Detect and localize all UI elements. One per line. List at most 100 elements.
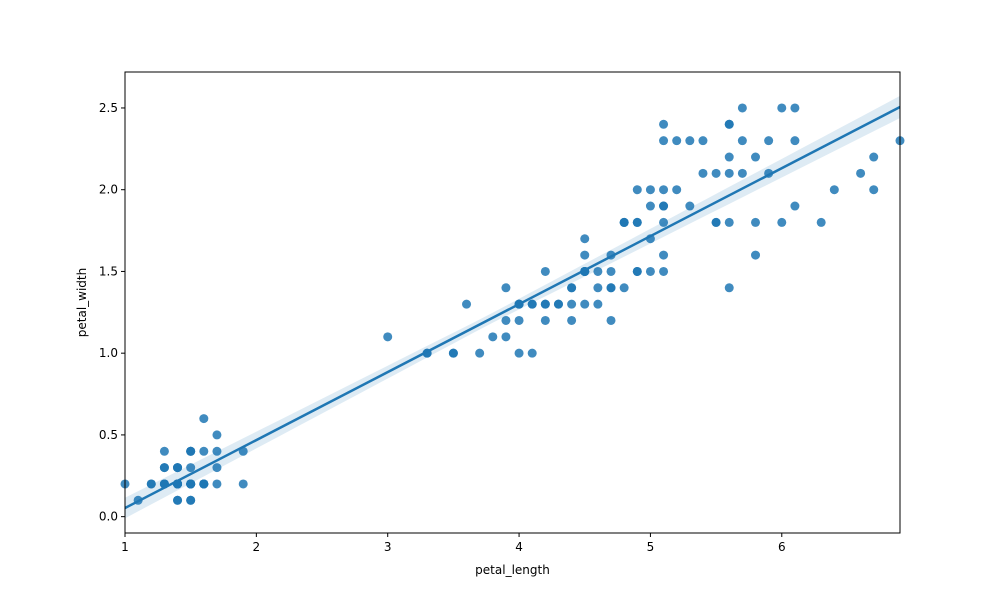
data-point [580, 299, 590, 309]
y-tick-label: 2.0 [99, 183, 118, 197]
data-point [238, 479, 248, 489]
data-point [619, 217, 629, 227]
data-point [199, 414, 209, 424]
data-point [527, 348, 537, 358]
data-point [514, 348, 524, 358]
data-point [448, 348, 458, 358]
y-tick-label: 1.5 [99, 264, 118, 278]
data-point [724, 283, 734, 293]
x-tick-label: 6 [778, 540, 786, 554]
data-point [159, 446, 169, 456]
data-point [199, 479, 209, 489]
data-point [685, 201, 695, 211]
data-point [645, 185, 655, 195]
data-point [199, 446, 209, 456]
data-point [856, 168, 866, 178]
data-point [777, 217, 787, 227]
data-point [501, 315, 511, 325]
data-point [632, 266, 642, 276]
data-point [540, 266, 550, 276]
data-point [606, 266, 616, 276]
data-point [146, 479, 156, 489]
data-point [173, 495, 183, 505]
data-point [186, 495, 196, 505]
regression-line-layer [124, 105, 901, 510]
data-point [790, 136, 800, 146]
data-point [212, 479, 222, 489]
data-point [869, 152, 879, 162]
data-point [672, 185, 682, 195]
data-point [790, 103, 800, 113]
data-point [462, 299, 472, 309]
data-point [645, 266, 655, 276]
x-tick-label: 3 [384, 540, 392, 554]
x-tick-label: 4 [515, 540, 523, 554]
data-point [659, 136, 669, 146]
data-point [659, 250, 669, 260]
data-point [764, 136, 774, 146]
data-point [711, 168, 721, 178]
data-point [593, 283, 603, 293]
data-point [593, 266, 603, 276]
data-point [527, 299, 537, 309]
data-point [488, 332, 498, 342]
x-tick-label: 2 [253, 540, 261, 554]
y-axis-ticks: 0.0 0.5 1.0 1.5 2.0 2.5 [99, 101, 125, 524]
data-point [751, 152, 761, 162]
y-tick-label: 2.5 [99, 101, 118, 115]
data-point [383, 332, 393, 342]
data-point [580, 250, 590, 260]
data-point [659, 201, 669, 211]
data-point [724, 168, 734, 178]
data-point [553, 299, 563, 309]
x-tick-label: 5 [647, 540, 655, 554]
data-point [685, 136, 695, 146]
data-point [593, 299, 603, 309]
data-point [829, 185, 839, 195]
data-point [724, 119, 734, 129]
data-point [645, 201, 655, 211]
x-axis-ticks: 1 2 3 4 5 6 [121, 533, 786, 554]
y-tick-label: 0.0 [99, 510, 118, 524]
data-point [567, 283, 577, 293]
y-tick-label: 0.5 [99, 428, 118, 442]
data-point [606, 315, 616, 325]
data-point [580, 234, 590, 244]
data-point [751, 250, 761, 260]
data-point [869, 185, 879, 195]
data-point [159, 463, 169, 473]
data-point [514, 315, 524, 325]
data-point [186, 463, 196, 473]
x-tick-label: 1 [121, 540, 129, 554]
data-point [790, 201, 800, 211]
data-point [173, 463, 183, 473]
data-point [777, 103, 787, 113]
data-point [540, 299, 550, 309]
data-point [501, 283, 511, 293]
y-tick-label: 1.0 [99, 346, 118, 360]
data-point [737, 103, 747, 113]
data-point [632, 217, 642, 227]
data-point [724, 217, 734, 227]
y-axis-label: petal_width [75, 268, 89, 337]
data-point [659, 185, 669, 195]
plot-frame [124, 71, 901, 534]
data-point [659, 266, 669, 276]
data-point [751, 217, 761, 227]
data-point [186, 479, 196, 489]
data-point [475, 348, 485, 358]
data-point [816, 217, 826, 227]
data-point [698, 168, 708, 178]
data-point [619, 283, 629, 293]
data-point [698, 136, 708, 146]
data-point [659, 119, 669, 129]
data-point [737, 168, 747, 178]
data-point [567, 299, 577, 309]
data-point [659, 217, 669, 227]
data-point [606, 283, 616, 293]
data-point [212, 463, 222, 473]
data-point [724, 152, 734, 162]
data-point [567, 315, 577, 325]
data-point [632, 185, 642, 195]
